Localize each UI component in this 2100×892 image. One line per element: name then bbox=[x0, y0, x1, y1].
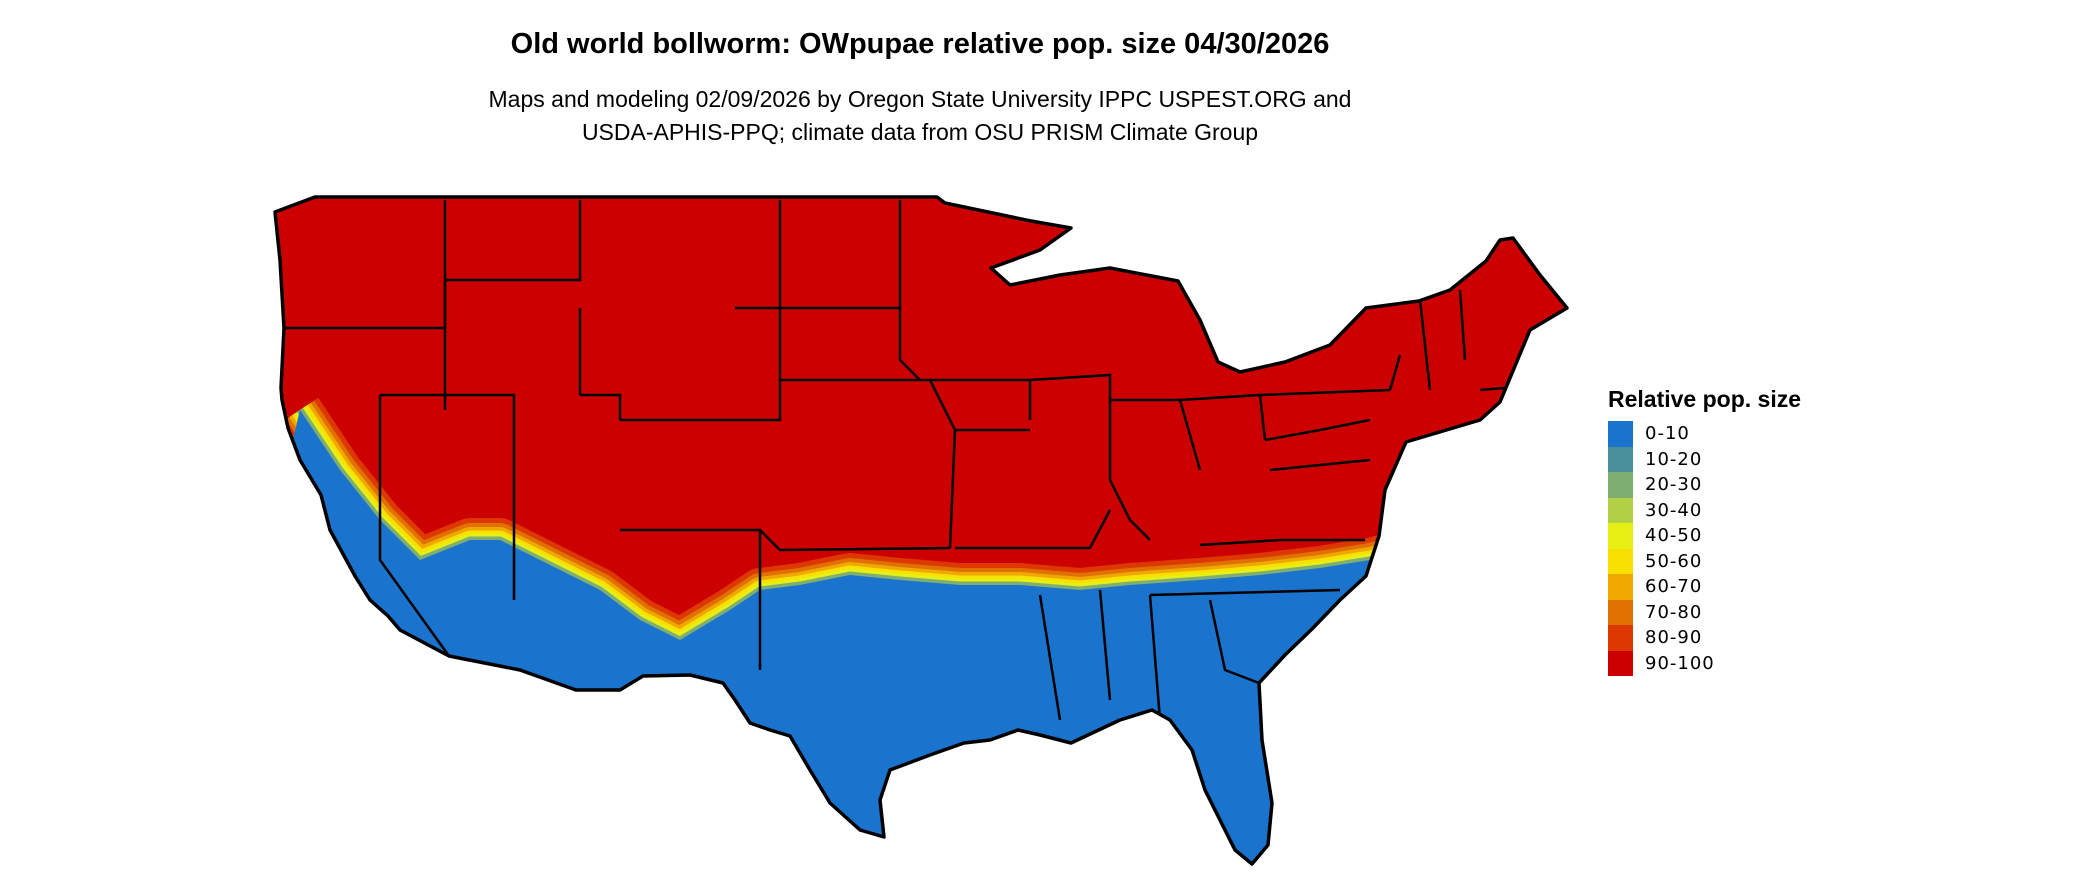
state-border bbox=[1029, 373, 1112, 480]
state-border bbox=[1108, 479, 1151, 541]
state-borders bbox=[284, 200, 1541, 721]
legend-item: 40-50 bbox=[1608, 523, 1801, 549]
state-border bbox=[1148, 594, 1162, 721]
state-border bbox=[378, 395, 451, 657]
legend-label: 20-30 bbox=[1645, 474, 1703, 496]
state-border bbox=[380, 393, 516, 420]
legend-label: 0-10 bbox=[1645, 423, 1690, 445]
state-border bbox=[1269, 458, 1371, 472]
legend-label: 70-80 bbox=[1645, 601, 1703, 623]
legend-label: 90-100 bbox=[1645, 652, 1715, 674]
state-border bbox=[759, 529, 951, 552]
state-border bbox=[1388, 354, 1402, 391]
legend-item: 60-70 bbox=[1608, 574, 1801, 600]
state-border bbox=[580, 393, 622, 420]
state-border bbox=[1458, 289, 1467, 361]
legend-label: 60-70 bbox=[1645, 576, 1703, 598]
state-border bbox=[1418, 299, 1432, 391]
legend-swatch bbox=[1608, 446, 1633, 472]
legend-swatch bbox=[1608, 472, 1633, 498]
legend-swatch bbox=[1608, 548, 1633, 574]
legend-item: 80-90 bbox=[1608, 625, 1801, 651]
legend-swatch bbox=[1608, 625, 1633, 651]
legend-label: 10-20 bbox=[1645, 448, 1703, 470]
legend-swatch bbox=[1608, 497, 1633, 523]
legend-item: 10-20 bbox=[1608, 446, 1801, 472]
legend-item: 0-10 bbox=[1608, 421, 1801, 447]
map-subtitle-line-1: Maps and modeling 02/09/2026 by Oregon S… bbox=[488, 86, 1352, 112]
state-border bbox=[1149, 588, 1341, 597]
map-title: Old world bollworm: OWpupae relative pop… bbox=[510, 28, 1330, 60]
legend-label: 80-90 bbox=[1645, 627, 1703, 649]
legend-item: 20-30 bbox=[1608, 472, 1801, 498]
state-border bbox=[1098, 589, 1112, 701]
legend-title: Relative pop. size bbox=[1608, 386, 1802, 412]
legend-swatch bbox=[1608, 599, 1633, 625]
legend-label: 30-40 bbox=[1645, 499, 1703, 521]
legend-swatch bbox=[1608, 523, 1633, 549]
state-border bbox=[898, 308, 921, 381]
state-border bbox=[1264, 418, 1371, 442]
state-border bbox=[1038, 594, 1062, 721]
state-border bbox=[1199, 538, 1365, 547]
map-subtitle-line-2: USDA-APHIS-PPQ; climate data from OSU PR… bbox=[581, 119, 1259, 145]
state-border bbox=[1259, 388, 1391, 397]
legend-item: 30-40 bbox=[1608, 497, 1801, 523]
legend-swatch bbox=[1608, 421, 1633, 447]
state-border bbox=[620, 300, 782, 422]
legend-swatch bbox=[1608, 574, 1633, 600]
state-border bbox=[1208, 599, 1260, 685]
legend-label: 50-60 bbox=[1645, 550, 1703, 572]
legend-swatch bbox=[1608, 650, 1633, 676]
state-border bbox=[955, 509, 1112, 550]
state-border bbox=[445, 200, 582, 282]
legend-label: 40-50 bbox=[1645, 525, 1703, 547]
legend: Relative pop. size 0-10 10-20 20-30 30-40 40… bbox=[1608, 386, 1801, 676]
legend-item: 90-100 bbox=[1608, 650, 1801, 676]
legend-item: 50-60 bbox=[1608, 548, 1801, 574]
legend-item: 70-80 bbox=[1608, 599, 1801, 625]
us-outline bbox=[273, 195, 1569, 866]
